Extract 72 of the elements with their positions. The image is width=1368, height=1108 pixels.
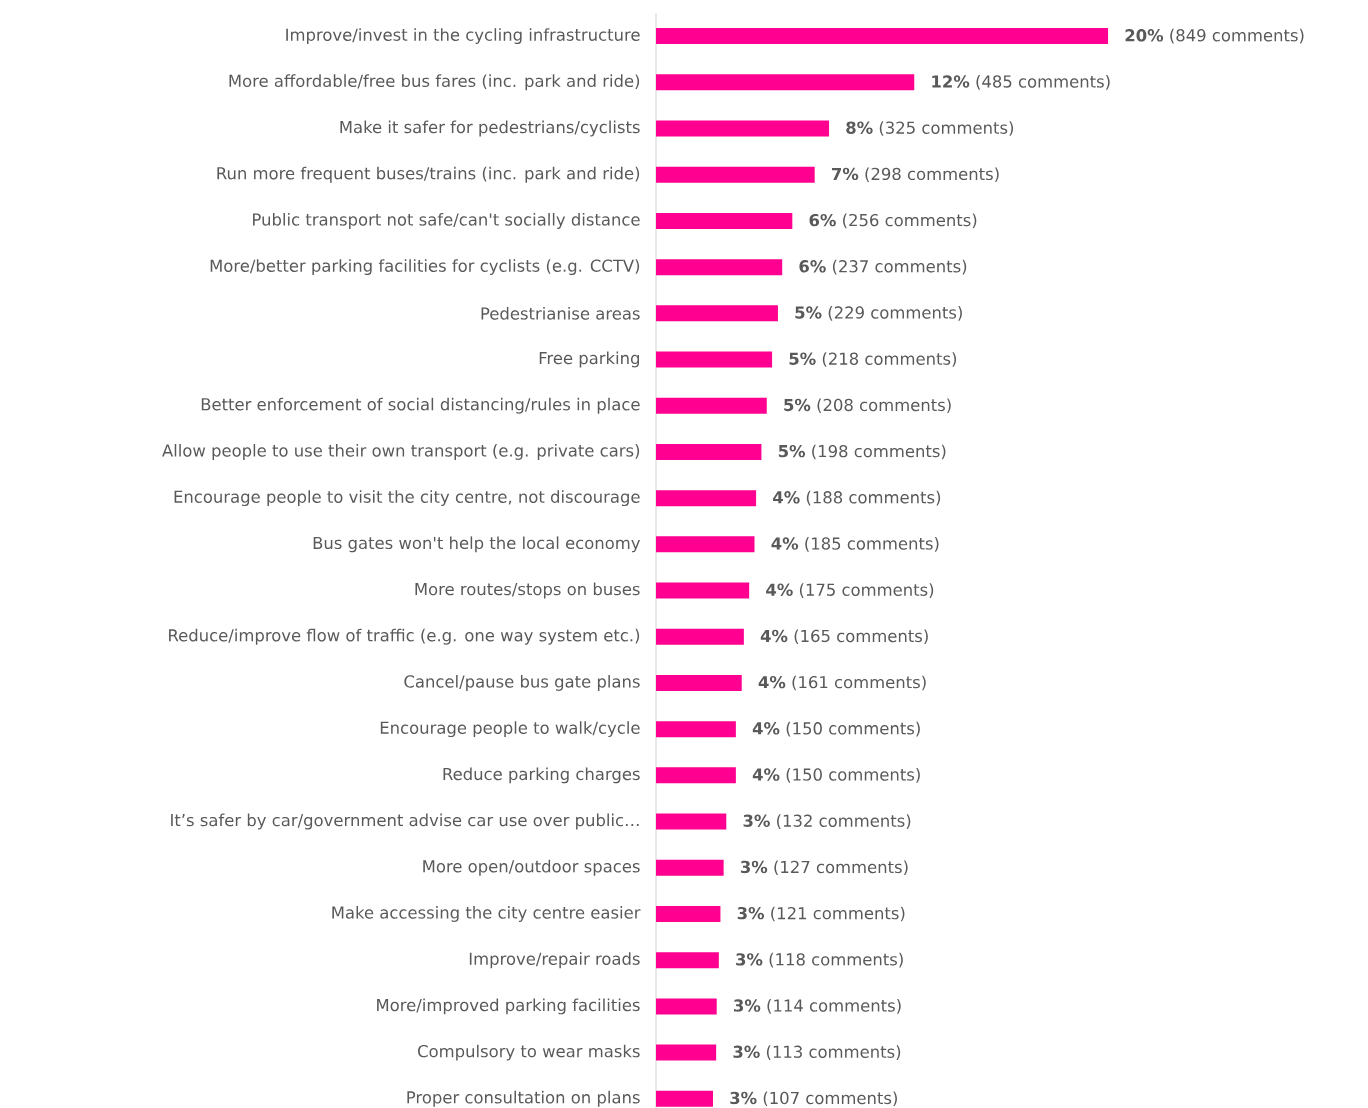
data-label: 5% (208 comments) bbox=[784, 398, 951, 414]
y-tick-label: Run more frequent buses/trains (inc. park and ride) bbox=[217, 166, 640, 183]
data-label: 5% (198 comments) bbox=[778, 444, 946, 460]
y-tick-label: Pedestrianise areas bbox=[481, 306, 640, 320]
bar bbox=[656, 120, 830, 137]
bar bbox=[656, 674, 742, 691]
bar bbox=[656, 767, 736, 784]
data-label: 3% (114 comments) bbox=[734, 999, 901, 1014]
y-tick-label: Public transport not safe/can't socially distance bbox=[253, 212, 640, 229]
bar bbox=[656, 305, 778, 322]
data-label: 3% (132 comments) bbox=[743, 814, 911, 829]
y-tick-label: Compulsory to wear masks bbox=[418, 1044, 640, 1061]
data-label: 3% (127 comments) bbox=[740, 860, 908, 876]
bar bbox=[656, 351, 773, 368]
y-tick-label: Improve/invest in the cycling infrastructure bbox=[286, 28, 640, 45]
data-label: 12% (485 comments) bbox=[932, 75, 1110, 90]
data-label: 4% (161 comments) bbox=[758, 675, 926, 691]
y-tick-label: Better enforcement of social distancing/rules in place bbox=[201, 397, 640, 414]
bar bbox=[656, 859, 724, 876]
y-tick-label: More affordable/free bus fares (inc. park and ride) bbox=[229, 74, 640, 91]
bar bbox=[656, 443, 762, 460]
y-tick-label: Reduce parking charges bbox=[443, 767, 640, 784]
bar bbox=[656, 397, 767, 414]
y-tick-label: Encourage people to walk/cycle bbox=[380, 721, 640, 738]
data-label: 5% (229 comments) bbox=[795, 306, 962, 321]
bar bbox=[656, 490, 757, 507]
bar bbox=[656, 1090, 713, 1107]
data-label: 4% (185 comments) bbox=[771, 537, 939, 552]
bar bbox=[656, 952, 719, 969]
bar bbox=[656, 998, 717, 1015]
data-label: 3% (113 comments) bbox=[733, 1045, 901, 1060]
data-label: 8% (325 comments) bbox=[846, 121, 1014, 136]
data-label: 3% (121 comments) bbox=[737, 906, 905, 922]
y-tick-label: More/improved parking facilities bbox=[377, 998, 640, 1015]
data-label: 3% (107 comments) bbox=[730, 1091, 897, 1107]
data-label: 5% (218 comments) bbox=[789, 352, 957, 367]
y-tick-label: More routes/stops on buses bbox=[415, 582, 640, 599]
y-tick-label: It’s safer by car/government advise car use over public… bbox=[171, 813, 639, 830]
y-tick-label: Free parking bbox=[539, 351, 639, 368]
y-tick-label: Allow people to use their own transport (e.g. private cars) bbox=[162, 444, 640, 460]
y-tick-label: More open/outdoor spaces bbox=[423, 859, 640, 876]
bar bbox=[656, 628, 744, 645]
bar bbox=[656, 905, 721, 922]
y-tick-label: Reduce/improve flow of traffic (e.g. one way system etc.) bbox=[169, 628, 640, 645]
y-tick-label: Encourage people to visit the city centre, not discourage bbox=[174, 490, 640, 507]
y-tick-label: Cancel/pause bus gate plans bbox=[404, 675, 640, 691]
data-label: 3% (118 comments) bbox=[736, 952, 903, 968]
data-label: 6% (237 comments) bbox=[799, 259, 967, 275]
data-label: 20% (849 comments) bbox=[1125, 28, 1304, 44]
bar bbox=[656, 74, 915, 91]
data-label: 7% (298 comments) bbox=[831, 167, 999, 183]
y-tick-label: Make accessing the city centre easier bbox=[332, 906, 641, 922]
data-label: 6% (256 comments) bbox=[809, 213, 977, 229]
data-label: 4% (165 comments) bbox=[760, 629, 928, 645]
y-tick-label: Improve/repair roads bbox=[469, 952, 640, 969]
bar bbox=[656, 721, 736, 738]
bar bbox=[656, 1044, 717, 1061]
data-label: 4% (150 comments) bbox=[752, 721, 920, 737]
bar bbox=[656, 166, 815, 183]
bar bbox=[656, 582, 750, 599]
y-tick-label: Bus gates won't help the local economy bbox=[313, 536, 641, 553]
bar bbox=[656, 212, 793, 229]
data-label: 4% (175 comments) bbox=[766, 583, 934, 598]
bar bbox=[656, 536, 755, 553]
data-label: 4% (150 comments) bbox=[752, 768, 920, 783]
data-label: 4% (188 comments) bbox=[773, 490, 941, 506]
bar bbox=[656, 259, 783, 276]
y-tick-label: Proper consultation on plans bbox=[407, 1090, 640, 1107]
bar bbox=[656, 813, 727, 830]
bar bbox=[656, 28, 1109, 45]
y-tick-label: Make it safer for pedestrians/cyclists bbox=[340, 120, 640, 137]
y-tick-label: More/better parking facilities for cyclists (e.g. CCTV) bbox=[210, 259, 640, 276]
